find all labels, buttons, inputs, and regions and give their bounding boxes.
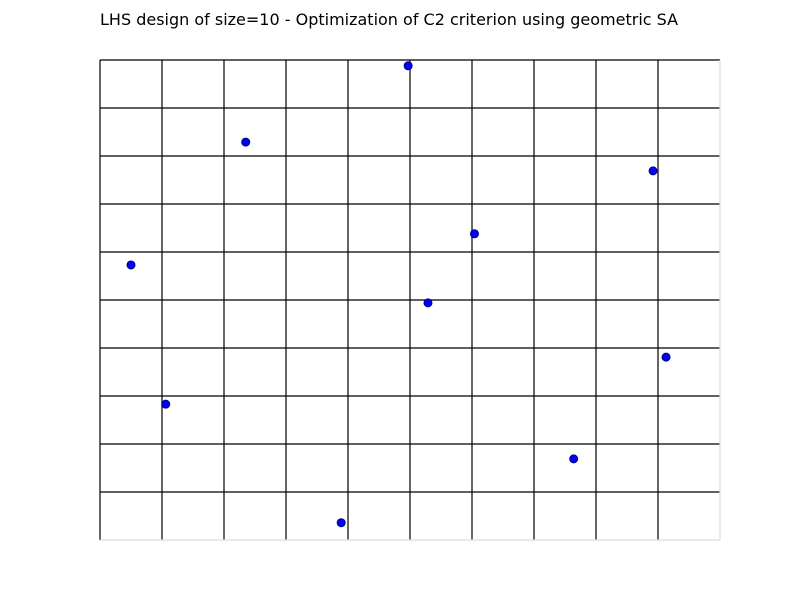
data-point xyxy=(403,61,413,71)
data-point xyxy=(336,518,346,528)
grid-lines xyxy=(99,59,721,541)
data-point xyxy=(161,399,171,409)
data-point xyxy=(469,229,479,239)
data-point xyxy=(569,454,579,464)
chart-title: LHS design of size=10 - Optimization of … xyxy=(100,10,679,29)
data-point xyxy=(648,166,658,176)
data-point xyxy=(241,137,251,147)
data-points xyxy=(126,61,671,528)
data-point xyxy=(423,298,433,308)
data-point xyxy=(661,352,671,362)
data-point xyxy=(126,260,136,270)
